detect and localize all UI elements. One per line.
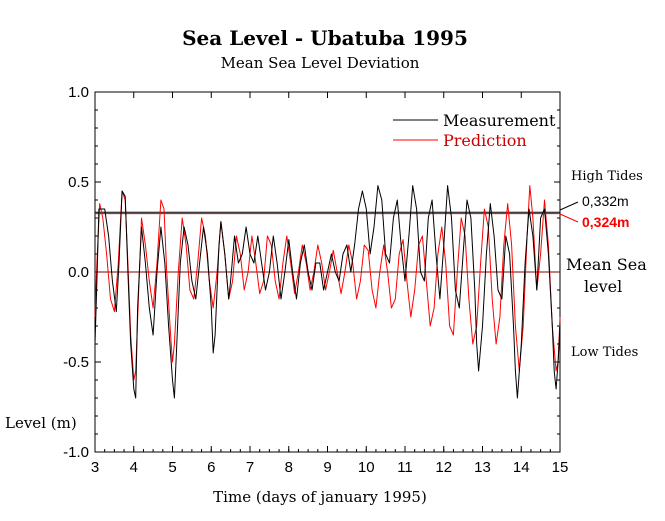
- chart-subtitle: Mean Sea Level Deviation: [221, 54, 420, 72]
- annotation-measurement-mean: 0,332m: [582, 193, 629, 209]
- x-tick-label: 9: [323, 459, 331, 476]
- annotation-level: level: [584, 277, 622, 296]
- x-tick-label: 11: [397, 459, 413, 476]
- x-tick-label: 3: [91, 459, 99, 476]
- annotation-high-tides: High Tides: [571, 169, 643, 184]
- y-tick-label: 1.0: [68, 84, 89, 101]
- x-tick-label: 4: [130, 459, 138, 476]
- y-tick-label: -0.5: [63, 354, 89, 371]
- legend: Measurement Prediction: [393, 111, 556, 150]
- x-axis-label: Time (days of january 1995): [213, 488, 427, 506]
- chart-title: Sea Level - Ubatuba 1995: [182, 26, 468, 50]
- x-tick-label: 6: [207, 459, 215, 476]
- x-tick-label: 7: [246, 459, 254, 476]
- legend-label-prediction: Prediction: [443, 131, 527, 150]
- x-tick-label: 5: [168, 459, 176, 476]
- legend-label-measurement: Measurement: [443, 111, 556, 130]
- series-line-prediction: [94, 185, 561, 381]
- pointer-measurement: [559, 201, 579, 211]
- annotation-low-tides: Low Tides: [571, 345, 638, 360]
- y-tick-label: 0.0: [68, 264, 89, 281]
- x-tick-label: 12: [435, 459, 452, 476]
- y-axis-label: Level (m): [5, 414, 77, 432]
- y-tick-label: -1.0: [63, 444, 89, 461]
- x-tick-label: 8: [285, 459, 293, 476]
- y-axis: 1.0 0.5 0.0 -0.5 -1.0: [63, 84, 560, 461]
- x-tick-label: 13: [474, 459, 491, 476]
- x-tick-label: 10: [358, 459, 375, 476]
- x-axis: 3 4 5 6 7 8 9 10 11 12 13 14 15: [91, 92, 569, 476]
- annotation-prediction-mean: 0,324m: [582, 214, 629, 230]
- x-tick-label: 15: [552, 459, 569, 476]
- series-layer: [94, 185, 561, 399]
- pointer-prediction: [559, 213, 579, 223]
- y-tick-label: 0.5: [68, 174, 89, 191]
- series-line-measurement: [94, 185, 561, 399]
- x-tick-label: 14: [513, 459, 530, 476]
- annotation-mean-sea: Mean Sea: [566, 255, 647, 274]
